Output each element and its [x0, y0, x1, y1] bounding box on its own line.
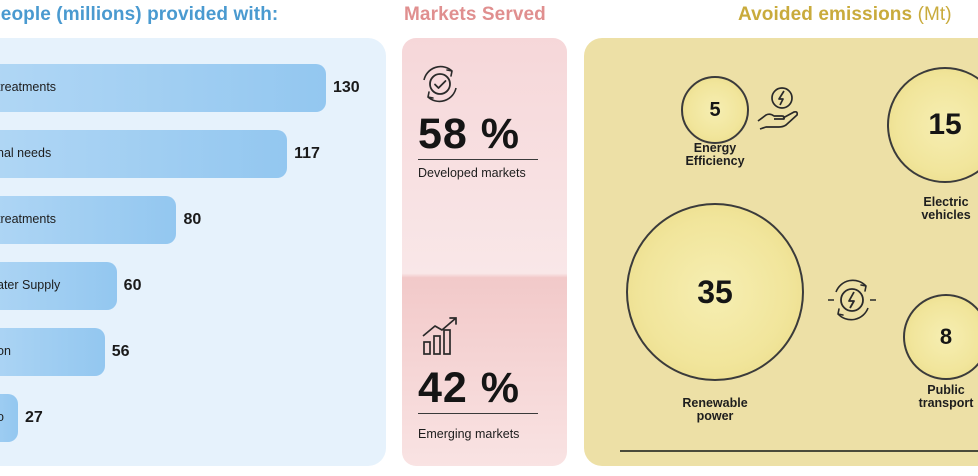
bar-label-5: on [0, 344, 11, 358]
bar-1 [0, 64, 326, 112]
bar-3 [0, 196, 177, 244]
bar-label-6: o [0, 410, 4, 424]
people-bar-chart: treatments 130 nal needs 117 treatments 80 ate… [0, 0, 400, 476]
growth-chart-icon [422, 317, 457, 355]
bar-label-2: nal needs [0, 146, 52, 160]
hand-energy-icon [757, 87, 799, 130]
markets-panel [402, 38, 567, 466]
bar-4 [0, 262, 117, 310]
bar-label-4: ater Supply [0, 278, 61, 292]
emissions-bubble-4: 8 [903, 294, 978, 380]
emerging-markets-label: Emerging markets [418, 427, 520, 441]
emissions-bubble-2: 15 [887, 67, 978, 183]
emissions-bubble-value-1: 5 [709, 98, 721, 121]
bar-2 [0, 130, 288, 178]
emissions-baseline [620, 450, 978, 452]
emissions-bubble-value-3: 35 [697, 273, 733, 310]
emissions-bubble-value-4: 8 [939, 324, 953, 349]
emissions-label-2: Electric vehicles [921, 195, 971, 222]
bar-value-5: 56 [111, 343, 130, 360]
bar-value-6: 27 [25, 409, 43, 426]
developed-markets-label: Developed markets [418, 166, 526, 180]
people-heading: People (millions) provided with: [0, 4, 279, 25]
bar-value-1: 130 [333, 79, 360, 96]
emissions-label-1: Energy Efficiency [685, 141, 745, 168]
bar-label-3: treatments [0, 212, 57, 226]
bar-value-2: 117 [294, 145, 320, 162]
emissions-bubble-3: 35 [626, 203, 804, 381]
renewable-cycle-icon [828, 279, 876, 321]
emissions-heading: Avoided emissions (Mt) [738, 4, 952, 26]
emissions-bubble-1: 5 [681, 76, 749, 144]
bar-6 [0, 394, 18, 442]
bar-value-4: 60 [123, 277, 142, 294]
emissions-heading-title: Avoided emissions [738, 4, 913, 25]
emissions-bubble-value-2: 15 [928, 108, 962, 141]
developed-markets-divider [418, 159, 538, 160]
bar-label-1: treatments [0, 80, 57, 94]
developed-markets-percent: 58 % [418, 110, 521, 158]
bar-5 [0, 328, 105, 376]
bar-value-3: 80 [183, 211, 202, 228]
emissions-heading-unit: (Mt) [917, 4, 952, 25]
emerging-markets-percent: 42 % [418, 364, 521, 412]
cycle-check-icon [423, 65, 457, 103]
markets-heading: Markets Served [404, 4, 546, 25]
emissions-label-4: Public transport [918, 383, 974, 410]
emissions-label-3: Renewable power [682, 396, 748, 423]
emerging-markets-divider [418, 413, 538, 414]
